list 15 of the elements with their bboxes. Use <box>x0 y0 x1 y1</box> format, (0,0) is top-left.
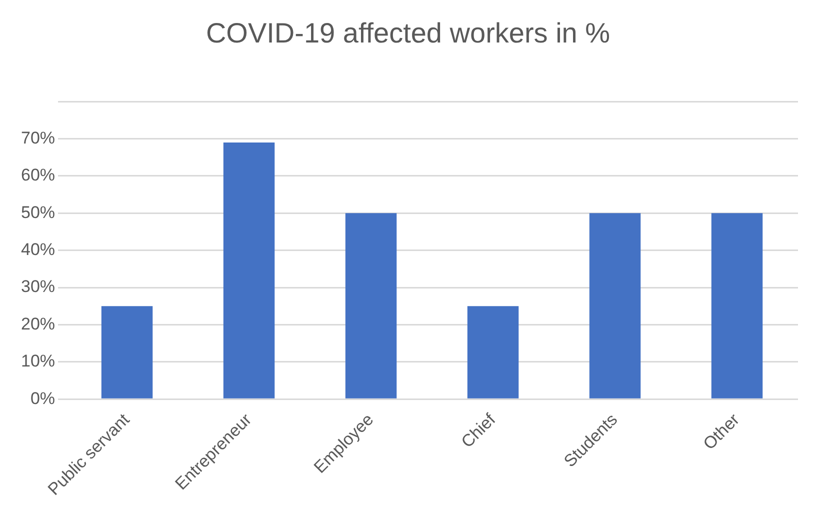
y-tick-label: 40% <box>20 240 56 260</box>
y-tick-label: 30% <box>20 277 56 296</box>
bar <box>345 213 397 398</box>
y-tick-label: 10% <box>20 352 56 371</box>
y-tick-label: 70% <box>20 128 56 148</box>
y-tick-label: 20% <box>20 314 56 334</box>
bar <box>589 213 641 398</box>
bar <box>101 306 153 398</box>
bar <box>467 306 519 398</box>
bar <box>711 213 763 398</box>
chart-title: COVID-19 affected workers in % <box>206 18 610 49</box>
y-tick-label: 50% <box>20 202 56 222</box>
bar <box>223 142 275 398</box>
y-tick-label: 60% <box>20 166 56 185</box>
y-tick-label: 0% <box>30 388 56 408</box>
